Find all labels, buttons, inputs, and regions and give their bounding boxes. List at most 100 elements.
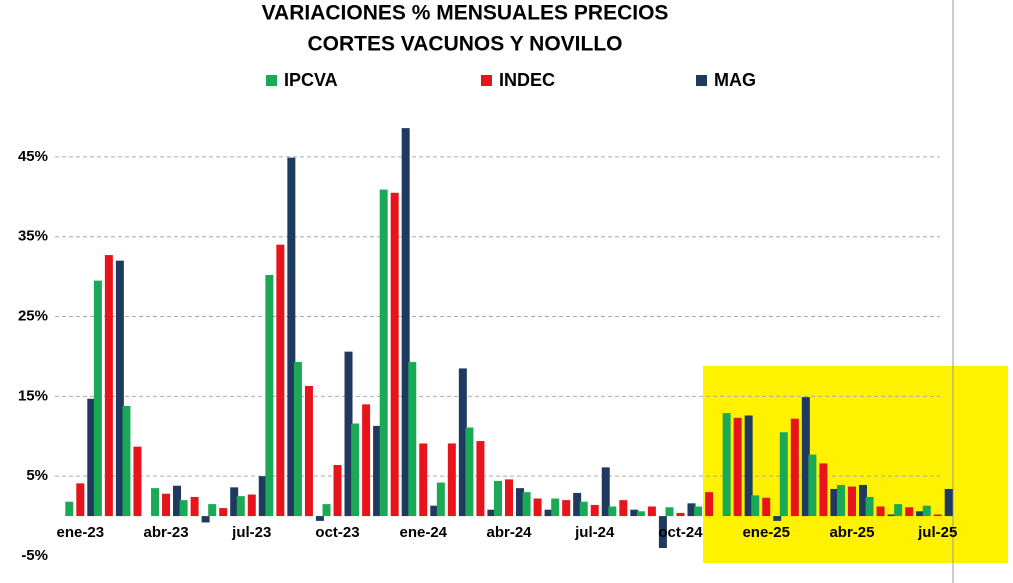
bar [522,492,531,517]
chart-title: VARIACIONES % MENSUALES PRECIOS [262,2,669,25]
bar [133,446,142,517]
y-tick-label: 15% [18,387,48,404]
x-tick-label: oct-24 [658,524,703,541]
bar [151,488,160,517]
bar [401,128,410,517]
bar [916,511,925,517]
bar [819,463,828,517]
bar [333,464,342,517]
bar [579,501,588,517]
bar [208,504,217,517]
x-tick-label: jul-23 [231,524,271,541]
bar [315,516,324,521]
bar [247,494,256,517]
bar [516,488,524,517]
bar [608,506,617,517]
bar [762,497,771,517]
bar [562,500,571,517]
bar [751,495,760,517]
y-tick-label: 45% [18,148,48,165]
bar [733,417,742,517]
legend-label: MAG [714,70,756,90]
bar [722,413,731,517]
x-tick-label: ene-24 [399,524,447,541]
bar [362,404,371,517]
bar [373,425,382,517]
chart-subtitle: CORTES VACUNOS Y NOVILLO [307,33,622,56]
bar [933,514,942,517]
y-tick-label: -5% [21,547,48,564]
bar [505,479,513,517]
bar [344,351,353,517]
bar [590,504,599,517]
bar [887,514,896,517]
bar [944,488,953,517]
bar [790,418,799,517]
bar [630,509,639,517]
bar [676,512,685,517]
bar [179,500,188,517]
bar [847,486,856,517]
bar [865,496,874,517]
bar [76,483,85,517]
bar [544,509,553,517]
bar [465,427,474,517]
bar [773,516,782,521]
bar [408,362,417,517]
bar [276,244,285,517]
legend-swatch [696,75,707,86]
bar [905,507,914,517]
bar [801,397,810,517]
bar [430,505,439,517]
x-tick-label: jul-25 [917,524,957,541]
bar [379,189,388,517]
x-tick-label: abr-25 [829,524,874,541]
legend-swatch [481,75,492,86]
bar [858,484,867,517]
bar [601,467,610,517]
bar [836,484,845,517]
bar [694,506,703,517]
bar [665,507,674,517]
bar [287,157,296,517]
bar [476,441,485,517]
y-tick-label: 35% [18,228,48,245]
bar [236,496,245,517]
bar [808,454,817,517]
bar [551,498,560,517]
x-tick-label: abr-24 [486,524,532,541]
bar [265,275,274,517]
bar [87,398,96,517]
bar [876,506,885,517]
bar [647,506,656,517]
bar [419,443,428,517]
x-tick-label: ene-25 [742,524,790,541]
bar [705,492,714,517]
bar [779,432,788,517]
bar [658,516,667,549]
legend-label: INDEC [499,70,555,90]
bar [447,443,456,517]
bar [390,192,399,517]
bar [304,385,313,517]
legend-swatch [266,75,277,86]
bar [173,485,182,517]
bar [93,280,102,517]
bar [487,509,496,517]
x-tick-label: oct-23 [315,524,359,541]
bar [687,503,696,517]
x-tick-label: jul-24 [574,524,615,541]
bar [293,362,302,517]
y-tick-label: 5% [26,467,48,484]
bar [636,511,645,517]
bar [894,504,903,517]
bar [830,488,839,517]
x-tick-label: abr-23 [144,524,189,541]
bar [322,504,331,517]
bar [573,492,582,517]
bar [65,501,74,517]
bar [162,493,171,517]
y-tick-label: 25% [18,307,48,324]
bar [744,415,753,517]
